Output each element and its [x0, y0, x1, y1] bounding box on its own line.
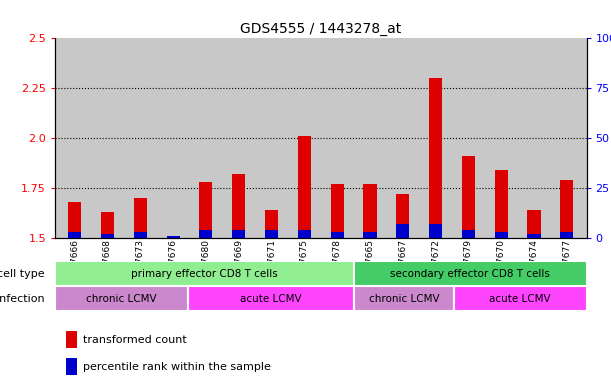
Text: secondary effector CD8 T cells: secondary effector CD8 T cells: [390, 268, 551, 279]
Bar: [462, 230, 475, 238]
Bar: [68, 202, 81, 238]
Bar: [331, 232, 344, 238]
Bar: [397, 224, 409, 238]
Bar: [101, 234, 114, 238]
Bar: [199, 182, 213, 238]
Bar: [232, 174, 245, 238]
Bar: [364, 184, 376, 238]
Bar: [298, 230, 311, 238]
Text: acute LCMV: acute LCMV: [240, 293, 302, 304]
FancyBboxPatch shape: [55, 261, 354, 286]
Bar: [167, 236, 180, 238]
Bar: [265, 230, 278, 238]
Text: chronic LCMV: chronic LCMV: [368, 293, 439, 304]
Bar: [199, 230, 213, 238]
Bar: [397, 194, 409, 238]
Bar: [134, 198, 147, 238]
FancyBboxPatch shape: [354, 286, 453, 311]
Bar: [462, 156, 475, 238]
Text: transformed count: transformed count: [82, 335, 186, 345]
Bar: [65, 331, 78, 348]
Text: infection: infection: [0, 293, 45, 304]
Bar: [527, 210, 541, 238]
Title: GDS4555 / 1443278_at: GDS4555 / 1443278_at: [240, 22, 401, 36]
Bar: [134, 232, 147, 238]
Bar: [298, 136, 311, 238]
FancyBboxPatch shape: [55, 286, 188, 311]
Bar: [429, 78, 442, 238]
Bar: [65, 358, 78, 376]
Bar: [495, 232, 508, 238]
Bar: [68, 232, 81, 238]
FancyBboxPatch shape: [188, 286, 354, 311]
FancyBboxPatch shape: [354, 261, 587, 286]
Text: cell type: cell type: [0, 268, 45, 279]
Bar: [429, 224, 442, 238]
Text: chronic LCMV: chronic LCMV: [86, 293, 157, 304]
FancyBboxPatch shape: [453, 286, 587, 311]
Bar: [101, 212, 114, 238]
Bar: [560, 180, 574, 238]
Text: percentile rank within the sample: percentile rank within the sample: [82, 362, 271, 372]
Bar: [495, 170, 508, 238]
Bar: [364, 232, 376, 238]
Text: primary effector CD8 T cells: primary effector CD8 T cells: [131, 268, 278, 279]
Text: acute LCMV: acute LCMV: [489, 293, 551, 304]
Bar: [331, 184, 344, 238]
Bar: [560, 232, 574, 238]
Bar: [265, 210, 278, 238]
Bar: [232, 230, 245, 238]
Bar: [527, 234, 541, 238]
